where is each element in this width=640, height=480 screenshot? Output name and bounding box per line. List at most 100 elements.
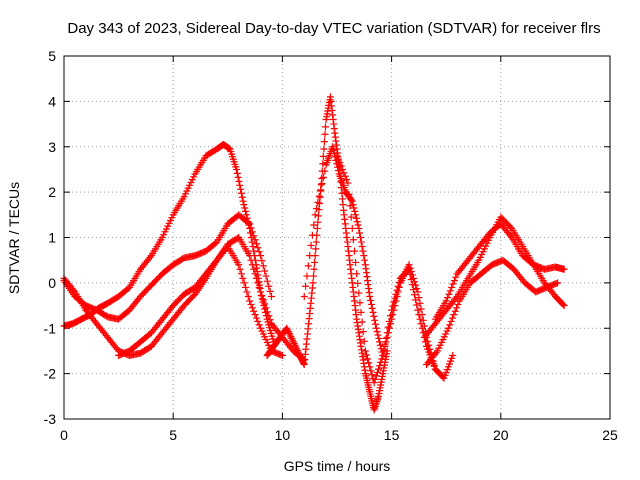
data-point — [370, 312, 378, 320]
y-tick-label: -1 — [44, 320, 57, 336]
data-point — [284, 326, 292, 334]
data-point — [358, 243, 366, 251]
data-point — [287, 333, 295, 341]
data-point — [320, 138, 328, 146]
data-point — [318, 180, 326, 188]
x-tick-label: 25 — [602, 427, 618, 443]
data-point — [251, 270, 259, 278]
data-point — [353, 270, 361, 278]
y-tick-label: 4 — [48, 93, 56, 109]
data-point — [266, 316, 274, 324]
x-tick-label: 15 — [384, 427, 400, 443]
data-point — [235, 261, 243, 269]
data-point — [361, 256, 369, 264]
data-point — [255, 321, 263, 329]
data-point — [361, 347, 369, 355]
data-point — [247, 224, 255, 232]
x-tick-label: 20 — [493, 427, 509, 443]
data-point — [388, 306, 396, 314]
data-point — [290, 340, 298, 348]
data-point — [235, 177, 243, 185]
data-point — [283, 324, 291, 332]
data-point — [413, 301, 421, 309]
data-point — [377, 358, 385, 366]
data-point — [313, 224, 321, 232]
data-point — [254, 244, 262, 252]
data-point — [447, 317, 455, 325]
data-point — [367, 296, 375, 304]
grid-lines — [64, 56, 610, 419]
y-tick-label: 2 — [48, 184, 56, 200]
data-point — [251, 236, 259, 244]
data-point — [418, 324, 426, 332]
data-point — [244, 219, 252, 227]
data-point — [384, 323, 392, 331]
x-tick-label: 10 — [275, 427, 291, 443]
data-point — [233, 165, 241, 173]
data-point — [316, 193, 324, 201]
data-point — [261, 300, 269, 308]
data-point — [367, 300, 375, 308]
data-point — [449, 280, 457, 288]
data-point — [387, 312, 395, 320]
data-point — [405, 265, 413, 273]
data-point — [374, 365, 382, 373]
data-point — [243, 288, 251, 296]
data-point — [334, 155, 342, 163]
y-tick-label: 3 — [48, 139, 56, 155]
data-point — [371, 316, 379, 324]
series-arc-5 — [263, 93, 391, 414]
data-point — [506, 232, 514, 240]
data-point — [284, 328, 292, 336]
data-point — [366, 292, 374, 300]
data-point — [261, 267, 269, 275]
data-point — [506, 223, 514, 231]
data-point — [248, 228, 256, 236]
data-point — [371, 320, 379, 328]
data-point — [411, 291, 419, 299]
data-point — [381, 340, 389, 348]
data-point — [311, 211, 319, 219]
data-point — [337, 162, 345, 170]
data-point — [262, 272, 270, 280]
series-arc-1 — [60, 140, 278, 346]
series-arc-4 — [115, 243, 286, 359]
data-point — [329, 143, 337, 151]
y-tick-label: 0 — [48, 275, 56, 291]
data-point — [314, 198, 322, 206]
data-point — [319, 160, 327, 168]
data-point — [371, 375, 379, 383]
data-point — [252, 274, 260, 282]
data-point — [240, 279, 248, 287]
data-point — [374, 331, 382, 339]
data-point — [350, 247, 358, 255]
data-point — [414, 306, 422, 314]
data-point — [334, 163, 342, 171]
x-axis-label: GPS time / hours — [284, 458, 391, 474]
data-point — [450, 311, 458, 319]
data-point — [406, 270, 414, 278]
data-point — [391, 294, 399, 302]
y-tick-label: 5 — [48, 48, 56, 64]
data-point — [234, 173, 242, 181]
data-point — [364, 355, 372, 363]
data-point — [452, 273, 460, 281]
data-point — [366, 363, 374, 371]
data-point — [248, 261, 256, 269]
data-point — [559, 300, 567, 308]
data-point — [390, 298, 398, 306]
data-point — [415, 311, 423, 319]
data-point — [309, 279, 317, 287]
data-point — [357, 308, 365, 316]
data-point — [262, 304, 270, 312]
data-point — [376, 341, 384, 349]
data-point — [316, 199, 324, 207]
series-arc-2 — [60, 234, 308, 364]
data-point — [356, 299, 364, 307]
data-point — [288, 334, 296, 342]
data-point — [340, 169, 348, 177]
data-point — [238, 193, 246, 201]
data-point — [346, 202, 354, 210]
data-point — [353, 218, 361, 226]
data-point — [413, 285, 421, 293]
